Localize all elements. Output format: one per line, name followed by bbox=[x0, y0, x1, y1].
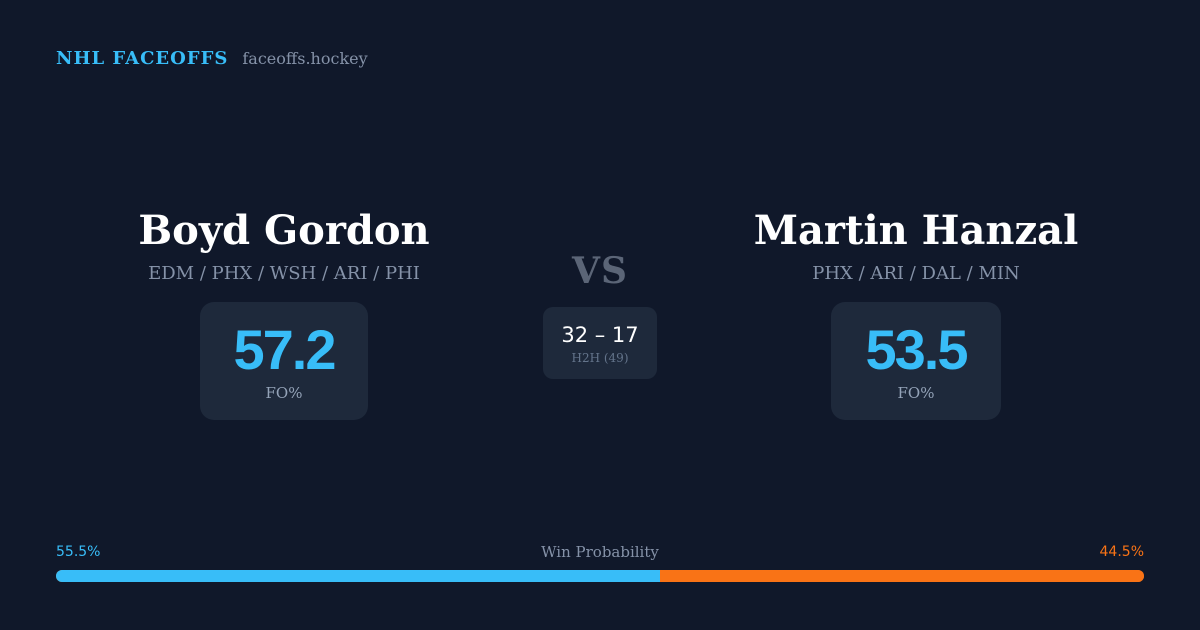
win-probability-right-segment bbox=[659, 570, 1144, 582]
player-right-name: Martin Hanzal bbox=[753, 207, 1079, 254]
player-left-fo-value: 57.2 bbox=[233, 318, 337, 381]
win-probability-bar bbox=[56, 570, 1144, 582]
player-left-fo-card: 57.2 FO% bbox=[200, 302, 368, 420]
brand-url: faceoffs.hockey bbox=[242, 49, 368, 68]
player-left-panel: Boyd Gordon EDM / PHX / WSH / ARI / PHI … bbox=[74, 205, 494, 420]
player-right-fo-card: 53.5 FO% bbox=[831, 302, 1001, 420]
brand-header: NHL FACEOFFS faceoffs.hockey bbox=[56, 48, 368, 69]
win-probability-left-value: 55.5% bbox=[56, 544, 101, 560]
head-to-head-score: 32 – 17 bbox=[561, 322, 639, 347]
head-to-head-card: 32 – 17 H2H (49) bbox=[543, 307, 657, 379]
player-right-teams: PHX / ARI / DAL / MIN bbox=[812, 263, 1020, 284]
player-left-fo-label: FO% bbox=[265, 384, 303, 402]
player-right-fo-value: 53.5 bbox=[865, 318, 969, 381]
win-probability-left-segment bbox=[56, 570, 660, 582]
brand-name: NHL FACEOFFS bbox=[56, 48, 229, 69]
player-right-panel: Martin Hanzal PHX / ARI / DAL / MIN 53.5… bbox=[706, 205, 1126, 420]
win-probability-title: Win Probability bbox=[541, 543, 659, 561]
player-right-fo-label: FO% bbox=[897, 384, 935, 402]
player-left-teams: EDM / PHX / WSH / ARI / PHI bbox=[148, 263, 420, 284]
win-probability-right-value: 44.5% bbox=[1099, 544, 1144, 560]
versus-label: VS bbox=[572, 250, 628, 292]
player-left-name: Boyd Gordon bbox=[138, 207, 430, 254]
head-to-head-label: H2H (49) bbox=[571, 350, 629, 365]
